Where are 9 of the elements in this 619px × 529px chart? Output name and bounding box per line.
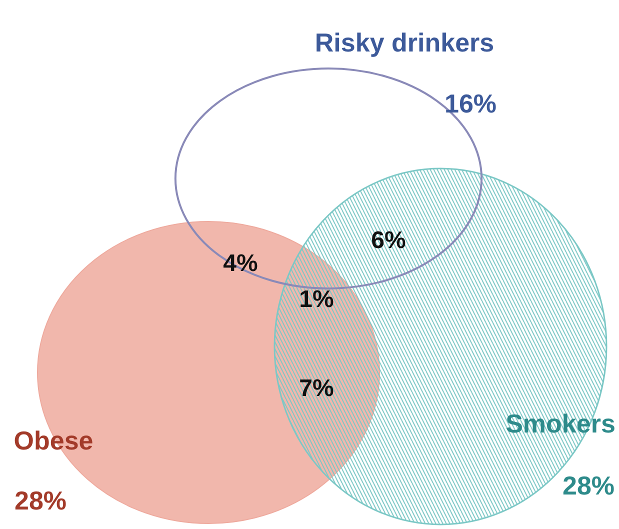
text: 6% bbox=[371, 227, 406, 254]
text: 7% bbox=[299, 375, 334, 402]
category-label: Risky drinkers bbox=[314, 28, 494, 58]
text: 1% bbox=[299, 286, 334, 313]
text: 4% bbox=[223, 250, 258, 277]
data-label: 28% bbox=[562, 470, 615, 500]
data-label: 28% bbox=[14, 486, 67, 516]
category-label: Obese bbox=[14, 426, 94, 456]
data-label: 16% bbox=[444, 88, 497, 118]
